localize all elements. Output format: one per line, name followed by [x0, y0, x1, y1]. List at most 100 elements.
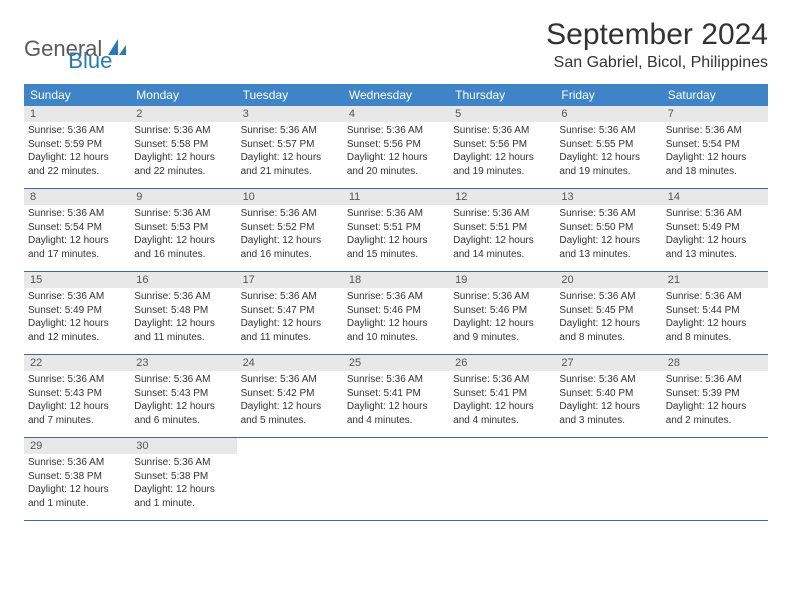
sunset-line: Sunset: 5:38 PM [28, 470, 126, 484]
day-details: Sunrise: 5:36 AMSunset: 5:43 PMDaylight:… [24, 371, 130, 431]
sunrise-line: Sunrise: 5:36 AM [453, 207, 551, 221]
sunset-line: Sunset: 5:44 PM [666, 304, 764, 318]
daylight-line-2: and 13 minutes. [559, 248, 657, 262]
daylight-line-1: Daylight: 12 hours [666, 400, 764, 414]
daylight-line-2: and 19 minutes. [453, 165, 551, 179]
daylight-line-2: and 14 minutes. [453, 248, 551, 262]
day-details: Sunrise: 5:36 AMSunset: 5:51 PMDaylight:… [449, 205, 555, 265]
day-number [662, 438, 768, 442]
day-number: 13 [555, 189, 661, 205]
day-cell: 21Sunrise: 5:36 AMSunset: 5:44 PMDayligh… [662, 272, 768, 354]
week-row: 22Sunrise: 5:36 AMSunset: 5:43 PMDayligh… [24, 355, 768, 438]
day-details: Sunrise: 5:36 AMSunset: 5:40 PMDaylight:… [555, 371, 661, 431]
day-cell: 10Sunrise: 5:36 AMSunset: 5:52 PMDayligh… [237, 189, 343, 271]
day-number: 19 [449, 272, 555, 288]
daylight-line-1: Daylight: 12 hours [241, 234, 339, 248]
sunrise-line: Sunrise: 5:36 AM [347, 290, 445, 304]
sunrise-line: Sunrise: 5:36 AM [347, 373, 445, 387]
day-details: Sunrise: 5:36 AMSunset: 5:53 PMDaylight:… [130, 205, 236, 265]
daylight-line-1: Daylight: 12 hours [28, 400, 126, 414]
sunrise-line: Sunrise: 5:36 AM [134, 373, 232, 387]
day-number: 21 [662, 272, 768, 288]
day-details: Sunrise: 5:36 AMSunset: 5:52 PMDaylight:… [237, 205, 343, 265]
daylight-line-2: and 16 minutes. [241, 248, 339, 262]
day-cell: 11Sunrise: 5:36 AMSunset: 5:51 PMDayligh… [343, 189, 449, 271]
week-row: 1Sunrise: 5:36 AMSunset: 5:59 PMDaylight… [24, 106, 768, 189]
day-cell: 5Sunrise: 5:36 AMSunset: 5:56 PMDaylight… [449, 106, 555, 188]
dow-cell: Tuesday [237, 84, 343, 106]
day-number: 20 [555, 272, 661, 288]
daylight-line-2: and 5 minutes. [241, 414, 339, 428]
sunrise-line: Sunrise: 5:36 AM [453, 373, 551, 387]
sunrise-line: Sunrise: 5:36 AM [134, 124, 232, 138]
header: General Blue September 2024 San Gabriel,… [24, 18, 768, 74]
title-block: September 2024 San Gabriel, Bicol, Phili… [546, 18, 768, 72]
day-cell: 18Sunrise: 5:36 AMSunset: 5:46 PMDayligh… [343, 272, 449, 354]
sunset-line: Sunset: 5:49 PM [28, 304, 126, 318]
day-of-week-header: SundayMondayTuesdayWednesdayThursdayFrid… [24, 84, 768, 106]
day-cell: 29Sunrise: 5:36 AMSunset: 5:38 PMDayligh… [24, 438, 130, 520]
sunset-line: Sunset: 5:42 PM [241, 387, 339, 401]
day-cell: 17Sunrise: 5:36 AMSunset: 5:47 PMDayligh… [237, 272, 343, 354]
sunrise-line: Sunrise: 5:36 AM [347, 207, 445, 221]
day-details: Sunrise: 5:36 AMSunset: 5:45 PMDaylight:… [555, 288, 661, 348]
day-number: 10 [237, 189, 343, 205]
daylight-line-2: and 9 minutes. [453, 331, 551, 345]
day-number: 9 [130, 189, 236, 205]
sunrise-line: Sunrise: 5:36 AM [134, 207, 232, 221]
day-number [237, 438, 343, 442]
day-number: 14 [662, 189, 768, 205]
day-number: 26 [449, 355, 555, 371]
day-number: 24 [237, 355, 343, 371]
day-details: Sunrise: 5:36 AMSunset: 5:54 PMDaylight:… [24, 205, 130, 265]
sunrise-line: Sunrise: 5:36 AM [453, 124, 551, 138]
daylight-line-2: and 11 minutes. [134, 331, 232, 345]
daylight-line-2: and 22 minutes. [134, 165, 232, 179]
day-cell: 20Sunrise: 5:36 AMSunset: 5:45 PMDayligh… [555, 272, 661, 354]
day-details: Sunrise: 5:36 AMSunset: 5:58 PMDaylight:… [130, 122, 236, 182]
sunrise-line: Sunrise: 5:36 AM [559, 373, 657, 387]
sunset-line: Sunset: 5:58 PM [134, 138, 232, 152]
day-details: Sunrise: 5:36 AMSunset: 5:56 PMDaylight:… [343, 122, 449, 182]
daylight-line-1: Daylight: 12 hours [347, 400, 445, 414]
sunrise-line: Sunrise: 5:36 AM [559, 207, 657, 221]
day-cell [237, 438, 343, 520]
daylight-line-2: and 2 minutes. [666, 414, 764, 428]
sunrise-line: Sunrise: 5:36 AM [559, 124, 657, 138]
daylight-line-1: Daylight: 12 hours [559, 400, 657, 414]
daylight-line-1: Daylight: 12 hours [134, 483, 232, 497]
sunset-line: Sunset: 5:51 PM [453, 221, 551, 235]
sunrise-line: Sunrise: 5:36 AM [134, 290, 232, 304]
month-title: September 2024 [546, 18, 768, 52]
daylight-line-1: Daylight: 12 hours [453, 400, 551, 414]
daylight-line-1: Daylight: 12 hours [347, 234, 445, 248]
sunset-line: Sunset: 5:46 PM [453, 304, 551, 318]
daylight-line-1: Daylight: 12 hours [666, 234, 764, 248]
day-number [555, 438, 661, 442]
daylight-line-2: and 8 minutes. [559, 331, 657, 345]
daylight-line-2: and 15 minutes. [347, 248, 445, 262]
day-details: Sunrise: 5:36 AMSunset: 5:54 PMDaylight:… [662, 122, 768, 182]
day-cell: 14Sunrise: 5:36 AMSunset: 5:49 PMDayligh… [662, 189, 768, 271]
day-details: Sunrise: 5:36 AMSunset: 5:46 PMDaylight:… [449, 288, 555, 348]
day-details: Sunrise: 5:36 AMSunset: 5:42 PMDaylight:… [237, 371, 343, 431]
daylight-line-1: Daylight: 12 hours [134, 234, 232, 248]
sunset-line: Sunset: 5:41 PM [453, 387, 551, 401]
daylight-line-1: Daylight: 12 hours [559, 317, 657, 331]
day-number: 18 [343, 272, 449, 288]
day-cell: 9Sunrise: 5:36 AMSunset: 5:53 PMDaylight… [130, 189, 236, 271]
day-number: 12 [449, 189, 555, 205]
sunset-line: Sunset: 5:38 PM [134, 470, 232, 484]
day-cell [555, 438, 661, 520]
day-number: 28 [662, 355, 768, 371]
day-cell: 30Sunrise: 5:36 AMSunset: 5:38 PMDayligh… [130, 438, 236, 520]
daylight-line-1: Daylight: 12 hours [28, 151, 126, 165]
day-cell [343, 438, 449, 520]
sunrise-line: Sunrise: 5:36 AM [28, 290, 126, 304]
sunset-line: Sunset: 5:55 PM [559, 138, 657, 152]
day-cell: 7Sunrise: 5:36 AMSunset: 5:54 PMDaylight… [662, 106, 768, 188]
day-number: 11 [343, 189, 449, 205]
day-number [343, 438, 449, 442]
day-details: Sunrise: 5:36 AMSunset: 5:38 PMDaylight:… [24, 454, 130, 514]
sunrise-line: Sunrise: 5:36 AM [134, 456, 232, 470]
